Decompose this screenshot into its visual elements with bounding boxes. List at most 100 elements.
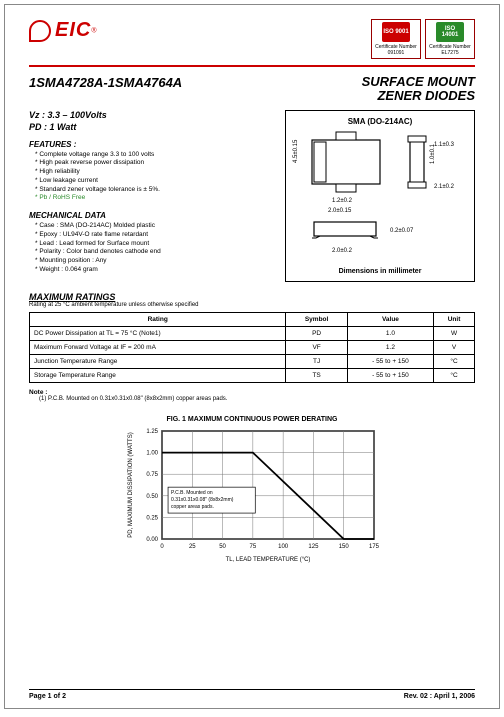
feature-item: Standard zener voltage tolerance is ± 5%… — [35, 186, 275, 195]
mechanical-item: Epoxy : UL94V-O rate flame retardant — [35, 231, 275, 240]
ratings-cell: W — [434, 326, 475, 340]
svg-text:1.00: 1.00 — [146, 450, 158, 456]
svg-text:0.75: 0.75 — [146, 472, 158, 478]
dim-full-w: 2.0±0.15 — [328, 208, 352, 214]
product-title-line2: ZENER DIODES — [377, 88, 475, 103]
svg-text:75: 75 — [250, 544, 257, 550]
cert-badge-label: ISO 9001 — [382, 22, 410, 42]
cert-iso9001: ISO 9001 Certificate Number 091091 — [371, 19, 421, 59]
header: EIC® ISO 9001 Certificate Number 091091 … — [29, 19, 475, 67]
mechanical-item: Weight : 0.064 gram — [35, 266, 275, 275]
cert-subtext: Certificate Number EL7275 — [426, 44, 474, 56]
svg-text:0.25: 0.25 — [146, 515, 158, 521]
svg-text:0: 0 — [160, 544, 164, 550]
table-row: Storage Temperature RangeTS- 55 to + 150… — [30, 368, 475, 382]
mechanical-item: Lead : Lead formed for Surface mount — [35, 240, 275, 249]
table-row: Junction Temperature RangeTJ- 55 to + 15… — [30, 354, 475, 368]
ratings-cell: DC Power Dissipation at TL = 75 °C (Note… — [30, 326, 286, 340]
dim-side-w: 1.0±0.1 — [430, 143, 436, 164]
feature-item: High peak reverse power dissipation — [35, 159, 275, 168]
note-heading: Note : — [29, 389, 475, 396]
svg-text:P.C.B. Mounted on: P.C.B. Mounted on — [171, 490, 213, 496]
mechanical-heading: MECHANICAL DATA — [29, 211, 275, 220]
product-title-line1: SURFACE MOUNT — [362, 74, 475, 89]
features-heading: FEATURES : — [29, 140, 275, 149]
dim-body-h: 1.1±0.3 — [434, 142, 455, 148]
table-row: Maximum Forward Voltage at IF = 200 mAVF… — [30, 340, 475, 354]
ratings-cell: TS — [286, 368, 347, 382]
dim-side-h: 4.5±0.15 — [293, 139, 299, 163]
ratings-cell: - 55 to + 150 — [347, 368, 433, 382]
svg-text:125: 125 — [308, 544, 319, 550]
mechanical-item: Case : SMA (DO-214AC) Molded plastic — [35, 222, 275, 231]
table-row: DC Power Dissipation at TL = 75 °C (Note… — [30, 326, 475, 340]
logo-text: EIC — [55, 19, 91, 41]
ratings-cell: TJ — [286, 354, 347, 368]
svg-text:TL, LEAD TEMPERATURE (°C): TL, LEAD TEMPERATURE (°C) — [226, 557, 311, 563]
vz-spec: Vz : 3.3 – 100Volts — [29, 110, 275, 120]
figure1-title: FIG. 1 MAXIMUM CONTINUOUS POWER DERATING — [29, 416, 475, 423]
svg-text:0.00: 0.00 — [146, 537, 158, 543]
registered-icon: ® — [91, 28, 96, 35]
svg-text:100: 100 — [278, 544, 289, 550]
feature-item: Complete voltage range 3.3 to 100 volts — [35, 151, 275, 160]
footer-page: Page 1 of 2 — [29, 693, 66, 700]
svg-text:25: 25 — [189, 544, 196, 550]
max-ratings-heading: MAXIMUM RATINGS — [29, 292, 475, 302]
footer: Page 1 of 2 Rev. 02 : April 1, 2006 — [29, 689, 475, 700]
part-number-title: 1SMA4728A-1SMA4764A — [29, 75, 182, 104]
cert-badge-label: ISO 14001 — [436, 22, 464, 42]
note-text: (1) P.C.B. Mounted on 0.31x0.31x0.08" (8… — [29, 396, 475, 402]
ratings-cell: 1.2 — [347, 340, 433, 354]
ratings-cell: - 55 to + 150 — [347, 354, 433, 368]
dim-pitch: 2.1±0.2 — [434, 184, 455, 190]
package-title: SMA (DO-214AC) — [292, 117, 468, 126]
ratings-column-header: Unit — [434, 312, 475, 326]
package-outline-box: SMA (DO-214AC) 1.1±0.3 — [285, 110, 475, 282]
cert-iso14001: ISO 14001 Certificate Number EL7275 — [425, 19, 475, 59]
feature-item: Low leakage current — [35, 177, 275, 186]
logo: EIC® — [29, 19, 97, 42]
svg-text:50: 50 — [219, 544, 226, 550]
package-dims-label: Dimensions in millimeter — [286, 268, 474, 275]
features-list: Complete voltage range 3.3 to 100 voltsH… — [29, 151, 275, 204]
ratings-cell: V — [434, 340, 475, 354]
ratings-table: RatingSymbolValueUnit DC Power Dissipati… — [29, 312, 475, 383]
svg-text:PD, MAXIMUM DISSIPATION (WATTS: PD, MAXIMUM DISSIPATION (WATTS) — [128, 432, 134, 537]
dim-profile-lead: 2.0±0.2 — [332, 248, 353, 254]
svg-text:0.31x0.31x0.08" (8x8x2mm): 0.31x0.31x0.08" (8x8x2mm) — [171, 497, 234, 503]
svg-text:copper areas pads.: copper areas pads. — [171, 504, 214, 510]
footer-rev: Rev. 02 : April 1, 2006 — [404, 693, 475, 700]
feature-item: Pb / RoHS Free — [35, 194, 275, 203]
dim-profile-h: 0.2±0.07 — [390, 228, 414, 234]
svg-text:175: 175 — [369, 544, 380, 550]
ratings-cell: °C — [434, 354, 475, 368]
mechanical-list: Case : SMA (DO-214AC) Molded plasticEpox… — [29, 222, 275, 275]
cert-badges: ISO 9001 Certificate Number 091091 ISO 1… — [371, 19, 475, 59]
figure1-chart: 0 25 50 75 100 125 150 175 0.00 0.25 0.50 0.75 1.00 1… — [122, 425, 382, 565]
ratings-cell: Storage Temperature Range — [30, 368, 286, 382]
svg-text:1.25: 1.25 — [146, 429, 158, 435]
ratings-cell: °C — [434, 368, 475, 382]
product-title: SURFACE MOUNT ZENER DIODES — [362, 75, 475, 104]
mechanical-item: Mounting position : Any — [35, 257, 275, 266]
ratings-cell: PD — [286, 326, 347, 340]
mechanical-item: Polarity : Color band denotes cathode en… — [35, 248, 275, 257]
ratings-cell: VF — [286, 340, 347, 354]
package-drawing-icon: 1.1±0.3 4.5±0.15 1.0±0.1 1.2±0.2 2.0±0.1… — [292, 130, 468, 260]
cert-subtext: Certificate Number 091091 — [372, 44, 420, 56]
ratings-cell: 1.0 — [347, 326, 433, 340]
title-row: 1SMA4728A-1SMA4764A SURFACE MOUNT ZENER … — [29, 75, 475, 104]
logo-mark-icon — [29, 20, 51, 42]
pd-spec: PD : 1 Watt — [29, 122, 275, 132]
ratings-cell: Junction Temperature Range — [30, 354, 286, 368]
svg-text:0.50: 0.50 — [146, 493, 158, 499]
ratings-column-header: Rating — [30, 312, 286, 326]
dim-lead-w: 1.2±0.2 — [332, 198, 353, 204]
feature-item: High reliability — [35, 168, 275, 177]
ratings-cell: Maximum Forward Voltage at IF = 200 mA — [30, 340, 286, 354]
ratings-column-header: Value — [347, 312, 433, 326]
ratings-column-header: Symbol — [286, 312, 347, 326]
max-ratings-sub: Rating at 25 °C ambient temperature unle… — [29, 302, 475, 308]
svg-text:150: 150 — [339, 544, 350, 550]
